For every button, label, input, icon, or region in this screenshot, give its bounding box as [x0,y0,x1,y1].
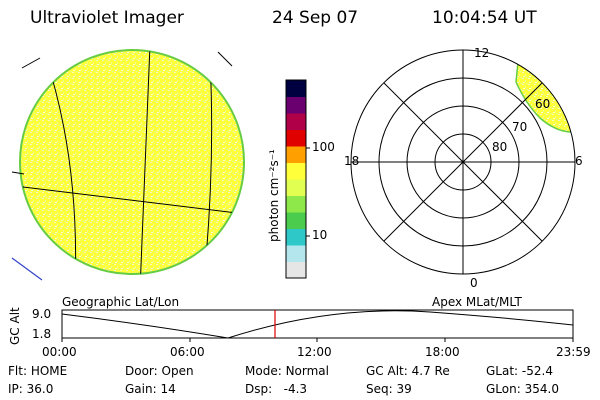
xtick-0600: 06:00 [170,345,205,359]
status-door: Door: Open [125,364,194,378]
status-glat: GLat: -52.4 [486,364,553,378]
colorbar-segment [286,195,306,213]
polar-plot [350,49,576,275]
xtick-1200: 12:00 [297,345,332,359]
status-gc-alt: GC Alt: 4.7 Re [366,364,450,378]
colorbar-segment [286,80,306,97]
altitude-ytick-bottom: 1.8 [32,327,52,341]
earth-image [11,49,245,281]
date-label: 24 Sep 07 [272,8,359,28]
status-gain: Gain: 14 [125,382,176,396]
xtick-1800: 18:00 [425,345,460,359]
xtick-0000: 00:00 [42,345,77,359]
mlt-label-0: 0 [470,276,478,290]
lat-label-70: 70 [512,120,528,134]
colorbar-segment [286,162,306,180]
status-seq: Seq: 39 [366,382,412,396]
mlt-label-18: 18 [344,154,360,168]
colorbar [285,79,310,279]
altitude-plot [61,309,574,342]
status-dsp: Dsp: -4.3 [245,382,308,396]
colorbar-segment [286,113,306,130]
status-flt: Flt: HOME [8,364,68,378]
altitude-ytick-top: 9.0 [32,307,52,321]
colorbar-segment [286,96,306,114]
colorbar-segment [286,179,306,196]
mlt-label-12: 12 [474,46,490,60]
status-ip: IP: 36.0 [8,382,54,396]
altitude-ylabel: GC Alt [8,307,22,345]
lat-label-80: 80 [492,140,508,154]
colorbar-segment [286,245,306,262]
geographic-label: Geographic Lat/Lon [62,295,180,309]
time-label: 10:04:54 UT [432,8,537,28]
lat-label-60: 60 [535,97,551,111]
colorbar-frame [285,79,307,279]
xtick-2359: 23:59 [556,345,591,359]
colorbar-segment [286,129,306,147]
status-mode: Mode: Normal [245,364,329,378]
instrument-title: Ultraviolet Imager [30,8,184,28]
colorbar-segment [286,261,306,279]
colorbar-unit-label: photon cm⁻²s⁻¹ [267,149,281,242]
status-glon: GLon: 354.0 [486,382,559,396]
colorbar-segment [286,228,306,246]
colorbar-segment [286,146,306,163]
colorbar-tick-10: 10 [312,228,328,242]
colorbar-segment [286,212,306,229]
apex-label: Apex MLat/MLT [432,295,522,309]
altitude-curve [61,310,574,339]
colorbar-tick-100: 100 [312,140,335,154]
mlt-label-6: 6 [575,154,583,168]
